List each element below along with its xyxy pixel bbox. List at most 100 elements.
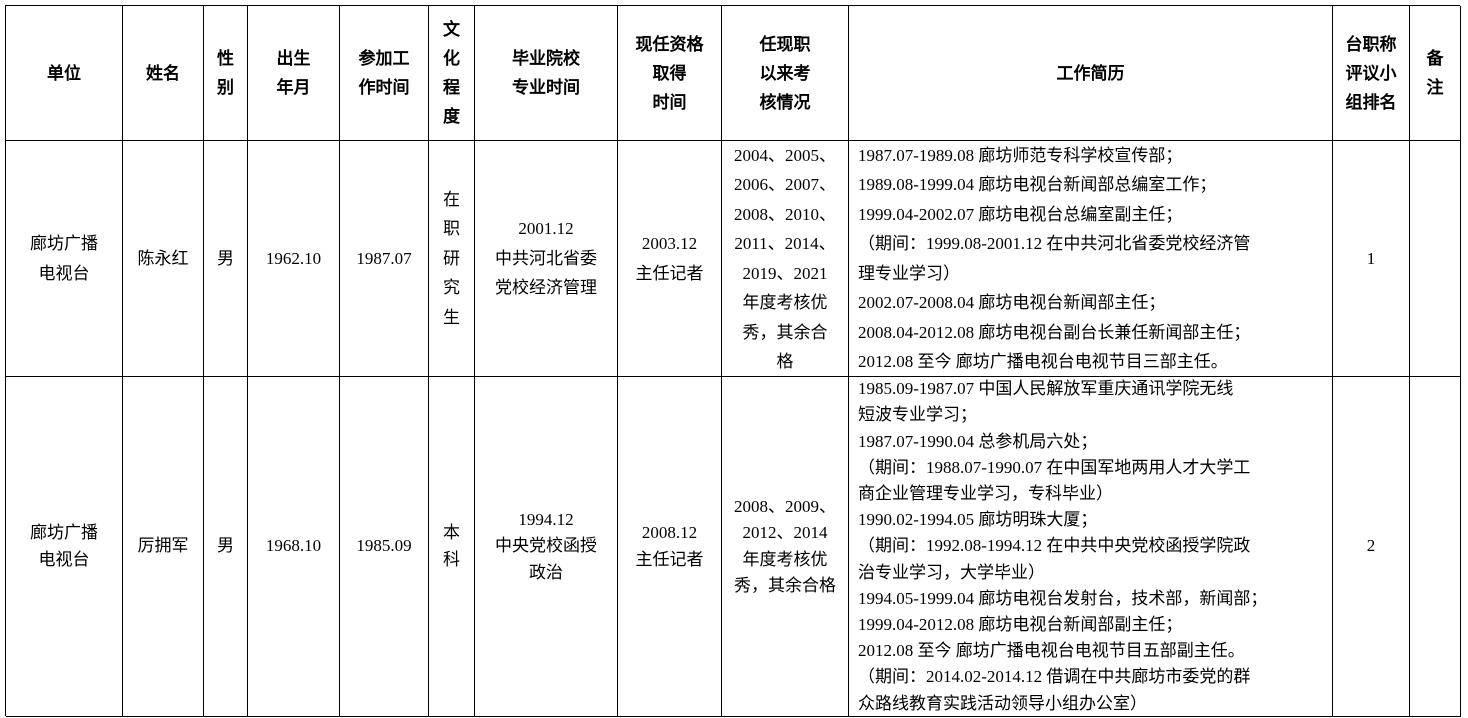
table-cell: 1987.07 bbox=[340, 141, 429, 377]
header-cell: 毕业院校 专业时间 bbox=[475, 6, 618, 141]
header-cell: 单位 bbox=[6, 6, 123, 141]
cell-text: 组排名 bbox=[1345, 92, 1397, 112]
cell-text: 2006、2007、 bbox=[734, 175, 836, 194]
cell-text: 中共河北省委 bbox=[495, 248, 597, 268]
cell-text: 党校经济管理 bbox=[495, 278, 597, 298]
cell-text: 2008、2009、 bbox=[734, 497, 836, 517]
cell-text: 毕业院校 bbox=[512, 49, 580, 68]
cell-text: 1 bbox=[1366, 248, 1376, 268]
table-cell: 本科 bbox=[429, 377, 475, 717]
table-cell: 1962.10 bbox=[248, 141, 340, 377]
cell-text: 别 bbox=[217, 78, 234, 97]
header-cell: 姓名 bbox=[123, 6, 204, 141]
cell-text: 2008、2010、 bbox=[734, 204, 836, 224]
cell-text: 以来考 bbox=[759, 63, 811, 83]
cell-text: 男 bbox=[217, 248, 234, 268]
cell-text: 2019、2021 bbox=[742, 263, 828, 283]
cell-text: 评议小 bbox=[1345, 63, 1397, 83]
table-cell: 厉拥军 bbox=[123, 377, 204, 717]
cell-text: 1989.08-1999.04 廊坊电视台新闻部总编室工作； bbox=[858, 175, 1217, 194]
cell-text: 姓名 bbox=[146, 63, 180, 83]
cell-text: 厉拥军 bbox=[137, 536, 189, 556]
table-cell: 2008、2009、 2012、2014 年度考核优秀，其余合格 bbox=[722, 377, 849, 717]
cell-text: 性 bbox=[217, 49, 234, 68]
cell-text: 出生 bbox=[276, 49, 311, 68]
cell-text: 生 bbox=[443, 307, 460, 327]
cell-text: 年月 bbox=[276, 78, 311, 97]
cell-text: （期间：1999.08-2001.12 在中共河北省委党校经济管 bbox=[858, 234, 1251, 253]
cell-text: 主任记者 bbox=[635, 263, 704, 283]
cell-text: （期间：1988.07-1990.07 在中国军地两用人才大学工 bbox=[858, 457, 1251, 477]
cell-text: 核情况 bbox=[759, 92, 811, 112]
header-cell: 任现职 以来考 核情况 bbox=[722, 6, 849, 141]
table-cell: 1994.12 中央党校函授 政治 bbox=[475, 377, 618, 717]
cell-text: 1985.09-1987.07 中国人民解放军重庆通讯学院无线 bbox=[858, 379, 1234, 399]
cell-text: 秀，其余合格 bbox=[734, 575, 836, 595]
table: 单位 姓名性别出生 年月 参加工 作时间文化程度毕业院校 专业时间 现任资格 取得 时间 任现职以… bbox=[5, 5, 1461, 717]
header-cell: 工作简历 bbox=[849, 6, 1333, 141]
cell-text: 专业时间 bbox=[512, 78, 580, 97]
cell-text: 职 bbox=[443, 219, 460, 239]
cell-text: 度 bbox=[443, 107, 460, 126]
cell-text: 商企业管理专业学习，专科毕业） bbox=[858, 484, 1113, 503]
cell-text: 2012.08 至今 廊坊广播电视台电视节目五部副主任。 bbox=[858, 641, 1245, 661]
cell-text: 2012、2014 bbox=[742, 523, 828, 543]
table-cell: 2008.12 主任记者 bbox=[618, 377, 722, 717]
cell-text: 时间 bbox=[652, 92, 687, 112]
cell-text: 2008.12 bbox=[641, 523, 698, 543]
cell-text: 究 bbox=[443, 278, 460, 298]
table-cell: 1987.07-1989.08 廊坊师范专科学校宣传部； 1989.08-1999… bbox=[849, 141, 1333, 377]
header-cell: 出生 年月 bbox=[248, 6, 340, 141]
header-cell: 备注 bbox=[1410, 6, 1461, 141]
cell-text: 注 bbox=[1426, 78, 1444, 97]
cell-text: 政治 bbox=[529, 562, 563, 582]
header-cell: 参加工 作时间 bbox=[340, 6, 429, 141]
cell-text: 1985.09 bbox=[356, 536, 412, 556]
cell-text: 任现职 bbox=[759, 34, 811, 54]
cell-text: 1968.10 bbox=[265, 536, 322, 556]
cell-text: 台职称 bbox=[1345, 34, 1397, 54]
table-cell: 1985.09 bbox=[340, 377, 429, 717]
cell-text: 现任资格 bbox=[635, 34, 704, 54]
table-cell bbox=[1410, 141, 1461, 377]
cell-text: 2011、2014、 bbox=[734, 234, 836, 253]
cell-text: 理专业学习） bbox=[858, 263, 960, 283]
cell-text: 文 bbox=[443, 20, 460, 39]
cell-text: 1987.07 bbox=[356, 248, 412, 268]
cell-text: 格 bbox=[776, 352, 794, 371]
cell-text: 电视台 bbox=[38, 263, 90, 283]
table-cell: 陈永红 bbox=[123, 141, 204, 377]
cell-text: 廊坊广播 bbox=[30, 234, 98, 253]
cell-text: 取得 bbox=[652, 63, 687, 83]
table-cell: 2 bbox=[1333, 377, 1410, 717]
cell-text: 单位 bbox=[47, 63, 81, 83]
cell-text: 众路线教育实践活动领导小组办公室） bbox=[858, 693, 1147, 713]
cell-text: 中央党校函授 bbox=[495, 536, 597, 556]
cell-text: 电视台 bbox=[38, 549, 90, 569]
cell-text: 参加工 bbox=[358, 49, 410, 68]
table-cell: 1968.10 bbox=[248, 377, 340, 717]
cell-text: （期间：1992.08-1994.12 在中共中央党校函授学院政 bbox=[858, 536, 1251, 556]
cell-text: 陈永红 bbox=[137, 248, 189, 268]
cell-text: 1990.02-1994.05 廊坊明珠大厦； bbox=[858, 510, 1098, 530]
cell-text: 2012.08 至今 廊坊广播电视台电视节目三部主任。 bbox=[858, 352, 1228, 371]
cell-text: 秀，其余合 bbox=[742, 322, 828, 342]
cell-text: 1994.12 bbox=[518, 510, 574, 530]
cell-text: 2004、2005、 bbox=[734, 145, 836, 165]
cell-text: 1987.07-1990.04 总参机局六处； bbox=[858, 431, 1098, 451]
table-cell bbox=[1410, 377, 1461, 717]
table-cell: 廊坊广播 电视台 bbox=[6, 141, 123, 377]
cell-text: 2001.12 bbox=[518, 219, 574, 239]
header-cell: 文化程度 bbox=[429, 6, 475, 141]
table-cell: 2004、2005、 2006、2007、 2008、2010、 2011、2014、… bbox=[722, 141, 849, 377]
cell-text: 化 bbox=[443, 49, 460, 68]
cell-text: （期间：2014.02-2014.12 借调在中共廊坊市委党的群 bbox=[858, 667, 1251, 687]
cell-text: 年度考核优 bbox=[742, 549, 828, 569]
table-cell: 在职研究生 bbox=[429, 141, 475, 377]
cell-text: 短波专业学习； bbox=[858, 405, 977, 425]
table-cell: 廊坊广播 电视台 bbox=[6, 377, 123, 717]
cell-text: 在 bbox=[443, 189, 460, 209]
cell-text: 备 bbox=[1426, 49, 1444, 68]
cell-text: 作时间 bbox=[358, 78, 410, 97]
